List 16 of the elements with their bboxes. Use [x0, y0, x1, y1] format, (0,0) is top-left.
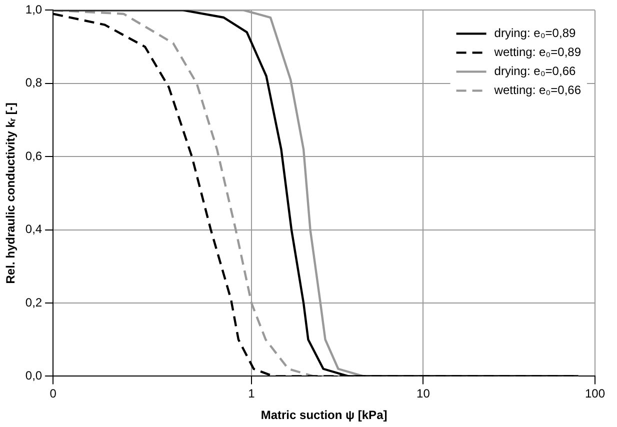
legend-label: wetting: e₀=0,66 — [493, 83, 582, 98]
x-tick-label: 100 — [584, 386, 606, 401]
x-tick-label: 0 — [50, 386, 57, 401]
x-tick-label: 1 — [248, 386, 256, 401]
y-tick-label: 0,4 — [25, 222, 42, 236]
y-tick-label: 1,0 — [25, 2, 42, 17]
y-tick-label: 0,6 — [25, 148, 42, 163]
y-axis-title: Rel. hydraulic conductivity kᵣ [-] — [4, 102, 18, 284]
x-tick-label: 10 — [416, 386, 430, 401]
x-axis-title: Matric suction ψ [kPa] — [260, 408, 388, 422]
y-tick-label: 0,2 — [25, 295, 42, 310]
y-tick-label: 0,0 — [25, 368, 42, 383]
y-tick-label: 0,8 — [25, 76, 42, 90]
legend-label: drying: e₀=0,66 — [494, 64, 576, 78]
legend-label: wetting: e₀=0,89 — [493, 45, 582, 60]
legend-label: drying: e₀=0,89 — [494, 26, 576, 40]
